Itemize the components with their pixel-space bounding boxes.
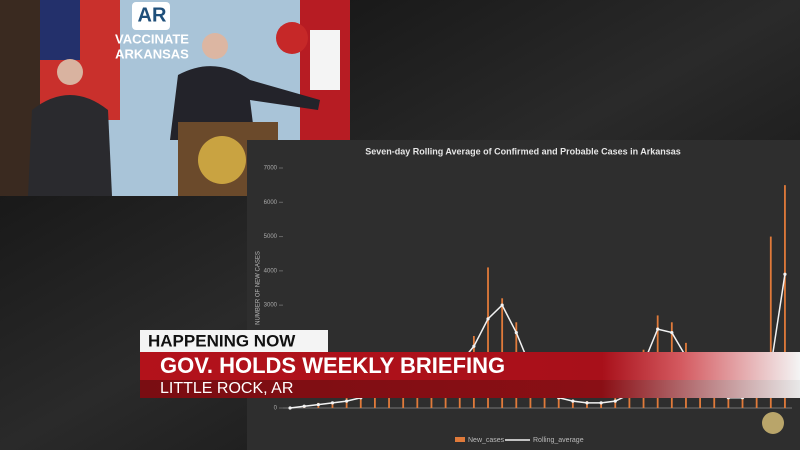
ar-flag-diamond: [310, 30, 340, 90]
sign-text: ARKANSAS: [115, 46, 189, 61]
bar: [388, 392, 390, 408]
bar: [374, 390, 376, 408]
bar: [741, 394, 744, 408]
rolling-point: [613, 399, 617, 403]
chart-title: Seven-day Rolling Average of Confirmed a…: [365, 146, 681, 156]
location: LITTLE ROCK, AR: [160, 380, 293, 397]
bar: [769, 236, 772, 408]
headline-bar: [140, 352, 800, 380]
rolling-point: [486, 317, 490, 321]
headline: GOV. HOLDS WEEKLY BRIEFING: [160, 353, 505, 378]
bar: [571, 399, 574, 408]
bar: [713, 390, 716, 408]
y-tick-label: 5000: [264, 234, 278, 240]
rolling-point: [599, 401, 603, 405]
rolling-point: [656, 327, 660, 331]
rolling-point: [585, 401, 589, 405]
logo-box: [132, 2, 170, 30]
location-bar: [140, 380, 800, 398]
rolling-point: [514, 330, 518, 335]
rolling-point: [330, 401, 335, 405]
legend-swatch: [455, 437, 465, 442]
seal: [276, 22, 308, 54]
tag: HAPPENING NOW: [148, 331, 296, 350]
bar: [600, 401, 603, 408]
rolling-point: [571, 399, 575, 403]
rolling-point: [345, 399, 349, 403]
bar: [345, 397, 348, 408]
governor: [170, 66, 320, 140]
bar: [784, 185, 786, 408]
bar: [755, 390, 758, 408]
y-tick-label: 7000: [264, 166, 278, 172]
rolling-point: [288, 406, 292, 410]
interpreter: [28, 95, 112, 196]
rolling-point: [316, 402, 320, 407]
podium-seal: [198, 136, 246, 184]
rolling-point: [670, 330, 674, 335]
bar: [557, 394, 560, 408]
interpreter-head: [57, 59, 83, 85]
rolling-point: [472, 344, 476, 348]
logo-text: AR: [138, 4, 167, 26]
legend-label: Rolling_average: [533, 437, 584, 444]
bar: [614, 397, 617, 408]
bar: [487, 267, 489, 408]
bar: [331, 403, 334, 408]
rolling-point: [302, 404, 306, 408]
y-tick-label: 6000: [264, 200, 278, 206]
bar: [727, 396, 730, 408]
governor-head: [202, 33, 228, 59]
seal-watermark: [762, 412, 784, 434]
rolling-point: [500, 303, 504, 307]
y-tick-label: 0: [274, 406, 278, 412]
sign-text: VACCINATE: [115, 31, 189, 46]
us-flag-canton: [40, 0, 80, 60]
bar: [359, 396, 362, 408]
tag-box: [140, 330, 328, 352]
bar: [586, 401, 588, 408]
chart-panel: [247, 140, 800, 450]
y-tick-label: 4000: [264, 268, 278, 274]
y-axis-label: NUMBER OF NEW CASES: [256, 251, 262, 325]
y-tick-label: 3000: [264, 303, 278, 309]
rolling-point: [783, 272, 787, 276]
legend-label: New_cases: [468, 437, 505, 444]
